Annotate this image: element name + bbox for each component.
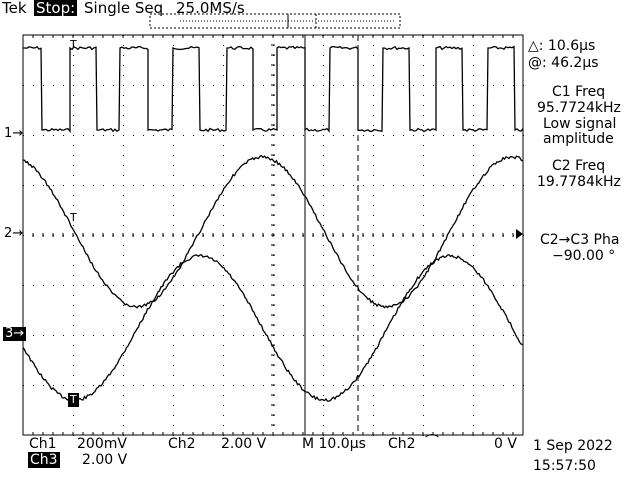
ch3-label[interactable]: Ch3 — [28, 452, 60, 468]
phase-value: −90.00 ° — [552, 248, 616, 264]
cursor-delta-readout: △: 10.6μs — [528, 38, 596, 54]
date-readout: 1 Sep 2022 — [533, 438, 613, 454]
sample-rate: 25.0MS/s — [176, 0, 245, 17]
trigger-level: 0 V — [494, 436, 517, 452]
ch1-trace — [23, 45, 524, 134]
c1-warning-line2: amplitude — [543, 131, 614, 147]
ch1-ground-marker[interactable]: 1→ — [4, 126, 24, 141]
ch2-scale: 2.00 V — [221, 436, 267, 452]
trigger-slope-icon: ⌒ — [425, 434, 439, 450]
c2-freq-label: C2 Freq — [552, 158, 606, 174]
ch1-scale: 200mV — [77, 436, 127, 452]
ch2-label[interactable]: Ch2 — [168, 436, 196, 452]
ch2-trigger-marker: T — [70, 211, 77, 224]
ch3-scale: 2.00 V — [82, 452, 128, 468]
c1-freq-value: 95.7724kHz — [537, 100, 621, 116]
c1-warning-line1: Low signal — [543, 116, 617, 132]
ch1-label[interactable]: Ch1 — [29, 436, 57, 452]
ch2-trace — [22, 154, 523, 309]
trigger-level-arrow[interactable] — [516, 229, 523, 239]
ch3-ground-marker[interactable]: 3→ — [3, 326, 27, 341]
run-state-badge[interactable]: Stop: — [34, 0, 78, 17]
ch3-trace — [22, 254, 523, 402]
phase-label: C2→C3 Pha — [540, 232, 620, 248]
trigger-source[interactable]: Ch2 — [388, 436, 416, 452]
acquisition-mode: Single Seq — [84, 0, 164, 17]
graticule-grid — [22, 34, 524, 436]
c1-freq-label: C1 Freq — [552, 84, 606, 100]
time-readout: 15:57:50 — [533, 458, 596, 474]
c2-freq-value: 19.7784kHz — [537, 174, 621, 190]
record-bracket — [149, 13, 401, 29]
ch2-ground-marker[interactable]: 2→ — [4, 226, 24, 241]
timebase-readout[interactable]: M 10.0μs — [302, 436, 366, 452]
brand-label: Tek — [2, 0, 27, 17]
ch3-trigger-marker: T — [68, 393, 79, 407]
cursor-position-readout: @: 46.2μs — [528, 55, 599, 71]
ch1-trigger-marker: T — [70, 38, 77, 51]
